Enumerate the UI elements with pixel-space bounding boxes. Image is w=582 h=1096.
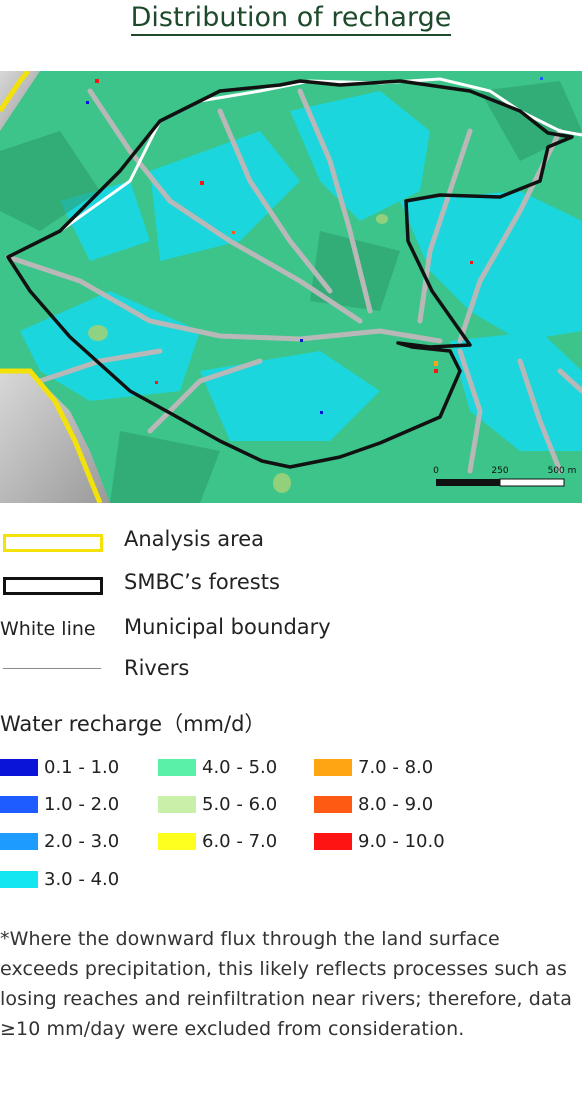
white-line-symbol-label: White line bbox=[0, 618, 96, 640]
recharge-class-label: 2.0 - 3.0 bbox=[44, 830, 120, 852]
high-recharge-cells bbox=[86, 77, 543, 414]
recharge-class-swatch bbox=[314, 795, 352, 813]
recharge-class-swatch bbox=[0, 758, 38, 776]
recharge-class-label: 0.1 - 1.0 bbox=[44, 756, 120, 778]
recharge-class-item: 0.1 - 1.0 bbox=[0, 755, 119, 779]
scale-label-500m: 500 m bbox=[548, 466, 577, 476]
rivers bbox=[5, 88, 582, 474]
recharge-class-label: 5.0 - 6.0 bbox=[202, 793, 278, 815]
scale-bar: 0 250 500 m bbox=[433, 466, 577, 487]
footnote: *Where the downward flux through the lan… bbox=[0, 928, 572, 1040]
legend-municipal-boundary: Municipal boundary bbox=[124, 615, 331, 639]
scale-label-0: 0 bbox=[433, 466, 439, 476]
scale-bar-segment-1 bbox=[436, 479, 500, 486]
hillshade-outside bbox=[0, 371, 110, 503]
recharge-class-item: 5.0 - 6.0 bbox=[158, 792, 277, 816]
recharge-class-item: 9.0 - 10.0 bbox=[314, 829, 445, 853]
recharge-class-item: 3.0 - 4.0 bbox=[0, 867, 119, 891]
legend-analysis-area: Analysis area bbox=[124, 527, 265, 551]
scale-bar-segment-2 bbox=[499, 478, 565, 487]
zone-5-6 bbox=[88, 214, 388, 493]
scale-label-250: 250 bbox=[491, 466, 508, 476]
recharge-class-label: 1.0 - 2.0 bbox=[44, 793, 120, 815]
legend-rivers: Rivers bbox=[124, 656, 190, 680]
recharge-class-swatch bbox=[158, 832, 196, 850]
page-title: Distribution of recharge bbox=[0, 0, 582, 36]
recharge-legend-title: Water recharge（mm/d） bbox=[0, 712, 266, 736]
analysis-area-symbol bbox=[0, 527, 103, 557]
recharge-class-swatch bbox=[314, 758, 352, 776]
recharge-class-item: 4.0 - 5.0 bbox=[158, 755, 277, 779]
smbc-forests-boundary bbox=[6, 79, 574, 469]
recharge-class-swatch bbox=[158, 758, 196, 776]
recharge-class-label: 3.0 - 4.0 bbox=[44, 868, 120, 890]
recharge-class-label: 9.0 - 10.0 bbox=[358, 830, 445, 852]
analysis-area-boundary bbox=[0, 368, 103, 503]
recharge-class-item: 7.0 - 8.0 bbox=[314, 755, 433, 779]
recharge-class-item: 8.0 - 9.0 bbox=[314, 792, 433, 816]
hillshade-outside bbox=[0, 71, 40, 131]
legend-smbc-forests: SMBC’s forests bbox=[124, 570, 280, 594]
recharge-class-item: 1.0 - 2.0 bbox=[0, 792, 119, 816]
analysis-area-boundary bbox=[0, 71, 30, 113]
recharge-class-label: 6.0 - 7.0 bbox=[202, 830, 278, 852]
recharge-class-swatch bbox=[314, 832, 352, 850]
recharge-class-label: 4.0 - 5.0 bbox=[202, 756, 278, 778]
recharge-class-item: 6.0 - 7.0 bbox=[158, 829, 277, 853]
recharge-class-label: 7.0 - 8.0 bbox=[358, 756, 434, 778]
recharge-map: 0 250 500 m bbox=[0, 71, 582, 503]
smbc-forests-symbol bbox=[0, 570, 103, 600]
rivers-symbol bbox=[0, 656, 102, 686]
recharge-class-swatch bbox=[0, 795, 38, 813]
recharge-class-swatch bbox=[0, 832, 38, 850]
recharge-class-swatch bbox=[158, 795, 196, 813]
recharge-class-item: 2.0 - 3.0 bbox=[0, 829, 119, 853]
recharge-class-swatch bbox=[0, 870, 38, 888]
recharge-class-label: 8.0 - 9.0 bbox=[358, 793, 434, 815]
